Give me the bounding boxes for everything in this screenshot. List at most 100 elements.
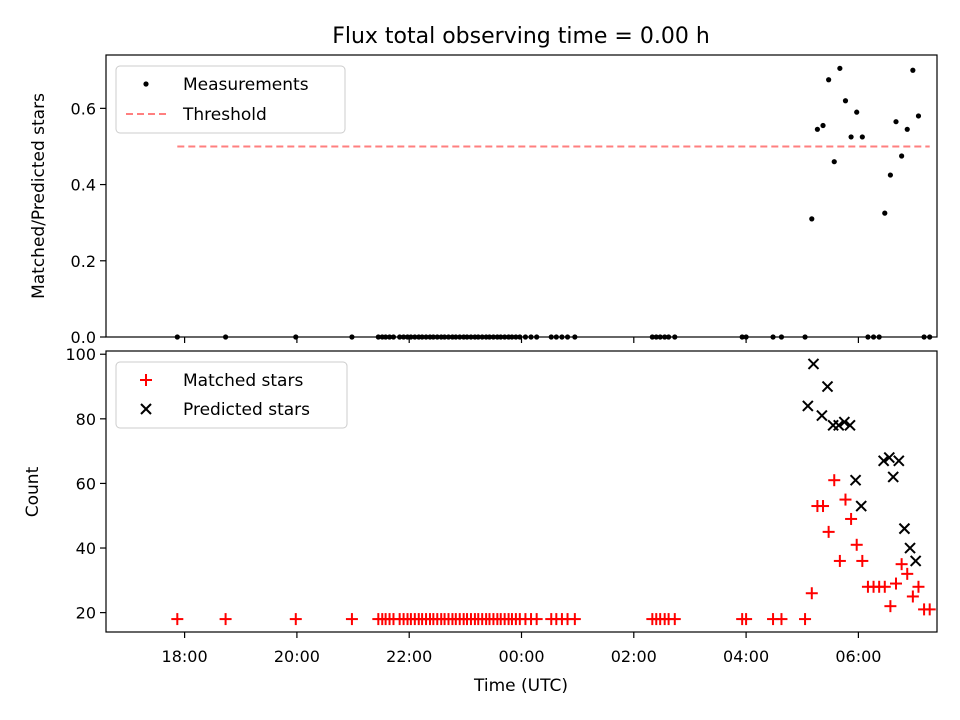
measurement-point: [457, 334, 463, 340]
top-legend: Measurements Threshold: [115, 65, 346, 134]
legend-threshold-label: Threshold: [182, 105, 267, 125]
predicted-star-point: [887, 471, 899, 483]
measurement-point: [927, 334, 933, 340]
measurement-point: [814, 126, 821, 132]
matched-star-point: [799, 613, 812, 626]
bottom-y-axis-label: Count: [23, 466, 43, 517]
legend-measurements-marker: [143, 81, 149, 87]
predicted-star-point: [849, 474, 862, 486]
matched-star-point: [219, 613, 232, 626]
top-y-axis-label: Matched/Predicted stars: [29, 93, 49, 299]
matched-star-point: [775, 613, 788, 626]
x-tick-label: 02:00: [611, 647, 657, 666]
matched-star-point: [890, 577, 903, 590]
measurement-point: [222, 334, 229, 340]
matched-star-point: [668, 613, 681, 626]
x-tick-label: 00:00: [498, 647, 544, 666]
matched-star-point: [884, 600, 897, 613]
x-tick-label: 18:00: [162, 647, 208, 666]
y-tick-label: 20: [76, 604, 96, 623]
measurement-point: [893, 119, 899, 125]
measurement-point: [441, 334, 448, 340]
matched-star-point: [568, 613, 581, 626]
matched-star-point: [850, 538, 863, 551]
measurement-point: [915, 113, 922, 119]
measurement-point: [486, 334, 493, 340]
measurement-point: [870, 334, 877, 340]
y-tick-label: 0.2: [71, 252, 96, 271]
measurement-point: [882, 210, 888, 216]
matched-star-point: [740, 613, 753, 626]
bottom-legend: Matched stars Predicted stars: [115, 361, 348, 429]
measurement-point: [412, 334, 418, 340]
measurement-point: [743, 334, 749, 340]
x-tick-label: 04:00: [723, 647, 769, 666]
measurement-point: [490, 334, 497, 340]
measurement-point: [559, 334, 565, 340]
measurement-point: [375, 334, 381, 340]
measurement-point: [672, 334, 678, 340]
top-panel: 0.0 0.2 0.4 0.6 Matched/Predicted stars Mea…: [29, 54, 938, 347]
measurement-point: [419, 334, 425, 340]
measurement-point: [534, 334, 540, 340]
predicted-star-point: [807, 358, 820, 370]
y-tick-label: 60: [76, 474, 96, 493]
measurement-point: [887, 172, 893, 178]
measurement-point: [386, 334, 393, 340]
measurement-point: [899, 153, 905, 159]
measurement-point: [479, 334, 485, 340]
y-tick-label: 80: [76, 410, 96, 429]
legend-matched-label: Matched stars: [183, 371, 303, 391]
measurement-point: [826, 77, 832, 83]
measurement-point: [809, 216, 815, 222]
matched-star-point: [345, 613, 358, 626]
legend-measurements-label: Measurements: [183, 75, 309, 95]
matched-star-point: [828, 474, 841, 487]
bottom-legend-box: [115, 361, 348, 429]
matched-star-point: [845, 512, 858, 525]
matched-star-point: [817, 500, 830, 513]
measurement-point: [498, 334, 504, 340]
measurement-point: [854, 109, 860, 115]
measurement-point: [739, 334, 745, 340]
measurement-point: [383, 334, 389, 340]
matched-star-point: [901, 567, 914, 580]
measurement-point: [572, 334, 578, 340]
measurement-point: [778, 334, 785, 340]
matched-star-point: [833, 554, 846, 567]
y-tick-label: 100: [65, 345, 96, 364]
predicted-star-point: [802, 400, 814, 412]
x-tick-label: 06:00: [835, 647, 881, 666]
top-legend-box: [115, 65, 346, 134]
predicted-star-point: [904, 542, 916, 554]
predicted-star-point: [898, 522, 911, 535]
matched-star-point: [878, 580, 891, 593]
measurement-point: [475, 334, 481, 340]
predicted-star-point: [855, 500, 867, 512]
measurement-point: [517, 334, 523, 340]
measurement-point: [408, 334, 414, 340]
matched-star-point: [839, 493, 852, 506]
predicted-star-point: [893, 455, 905, 467]
measurement-point: [445, 334, 452, 340]
predicted-star-point: [877, 455, 890, 467]
y-tick-label: 0.6: [71, 99, 96, 118]
matched-star-point: [805, 587, 818, 600]
measurement-point: [848, 134, 854, 140]
bottom-panel: 20 40 60 80 100 18:00 20:00 22:00 00:00 02:00 04:…: [23, 345, 938, 666]
measurement-point: [522, 334, 529, 340]
measurement-point: [910, 67, 916, 73]
measurement-point: [865, 334, 871, 340]
x-tick-label: 22:00: [386, 647, 432, 666]
measurement-point: [770, 334, 776, 340]
legend-predicted-label: Predicted stars: [183, 400, 310, 420]
predicted-star-point: [909, 555, 922, 567]
measurement-point: [468, 334, 474, 340]
measurement-point: [649, 334, 655, 340]
legend-matched-marker: [140, 374, 152, 386]
measurement-point: [400, 334, 407, 340]
matched-star-point: [895, 558, 908, 571]
measurement-point: [528, 334, 534, 340]
measurement-point: [349, 334, 355, 340]
measurement-point: [423, 334, 429, 340]
